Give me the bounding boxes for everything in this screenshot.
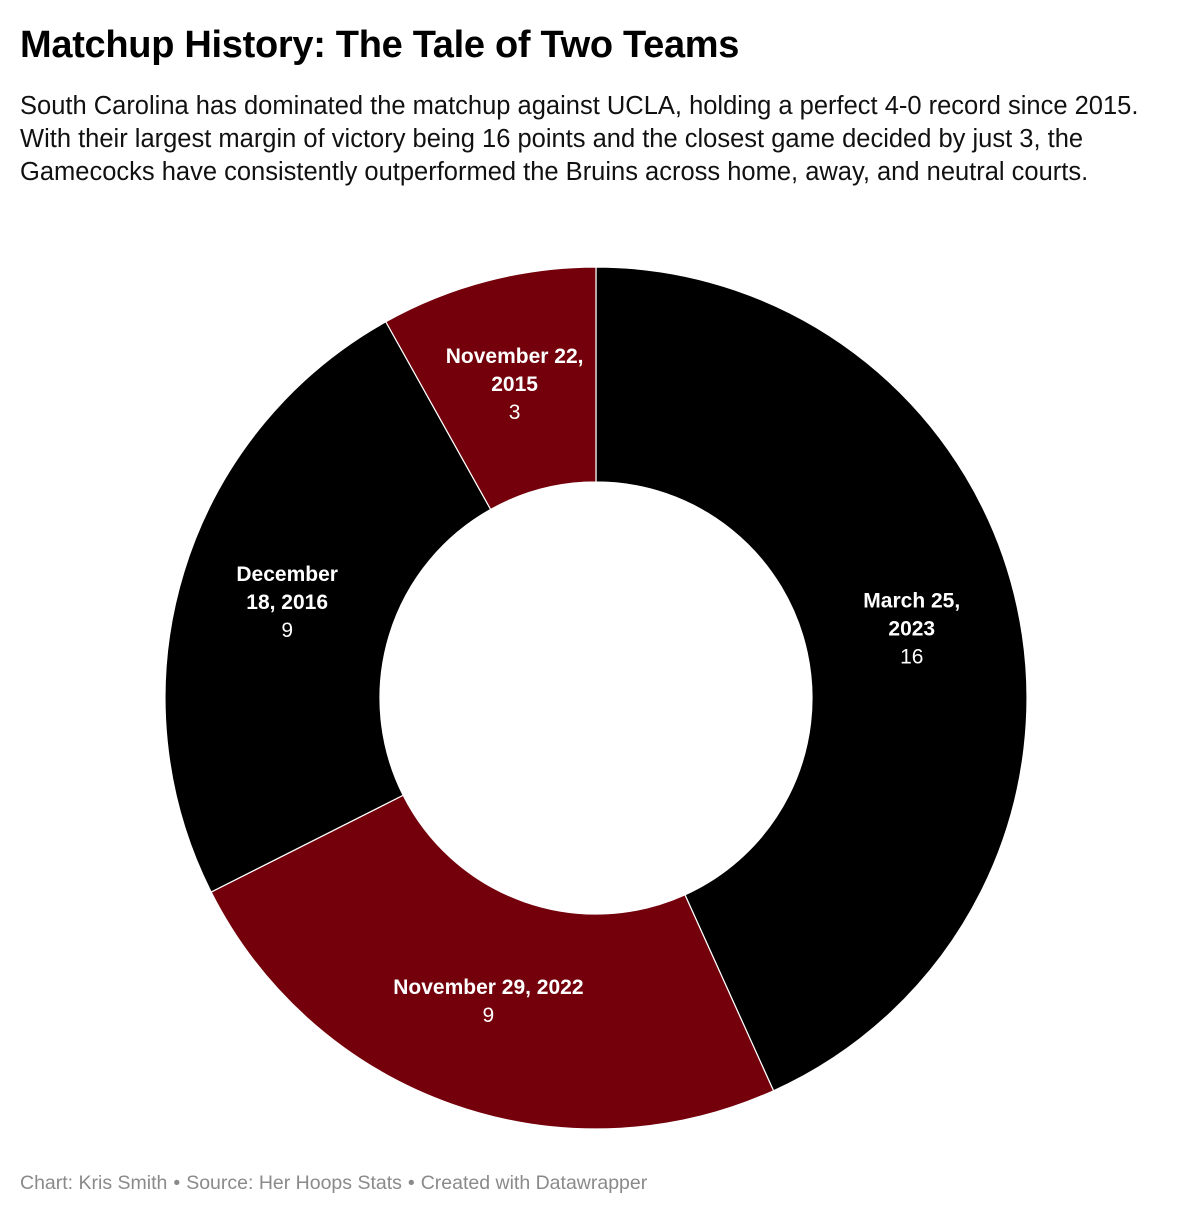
slice-label-value: 16 [900, 645, 923, 668]
donut-chart: March 25, 2023 16 November 29, 2022 9 Decembe… [0, 250, 1192, 1150]
footer-separator: • [173, 1172, 181, 1194]
donut-slice [210, 794, 775, 1130]
donut-slice [164, 320, 492, 893]
slice-label-date: December [236, 563, 338, 586]
slice-label-value: 9 [281, 619, 293, 642]
slice-label: March 25, 2023 16 [863, 589, 960, 668]
footer-separator: • [407, 1172, 415, 1194]
donut-slice [384, 266, 597, 511]
slice-label: November 22, 2015 3 [446, 345, 584, 424]
slice-label-date: 2023 [888, 617, 935, 640]
slice-label-date: November 22, [446, 345, 584, 368]
chart-subtitle: South Carolina has dominated the matchup… [20, 92, 1139, 186]
slice-label: November 29, 2022 9 [393, 976, 583, 1027]
slice-label-value: 3 [509, 401, 521, 424]
slices-layer [164, 266, 1028, 1130]
chart-footer: Chart: Kris Smith • Source: Her Hoops Stat… [20, 1170, 647, 1196]
donut-slice [595, 266, 1028, 1092]
slice-label-date: 2015 [491, 373, 538, 396]
slice-label-value: 9 [483, 1004, 495, 1027]
slice-label-date: November 29, 2022 [393, 976, 583, 999]
slice-label: December 18, 2016 9 [236, 563, 338, 642]
slice-label-date: 18, 2016 [246, 591, 328, 614]
chart-title: Matchup History: The Tale of Two Teams [20, 24, 740, 66]
slice-label-date: March 25, [863, 589, 960, 612]
footer-source: Source: Her Hoops Stats [186, 1172, 402, 1194]
footer-credit: Chart: Kris Smith [20, 1172, 168, 1194]
footer-created-with: Created with Datawrapper [420, 1172, 648, 1194]
